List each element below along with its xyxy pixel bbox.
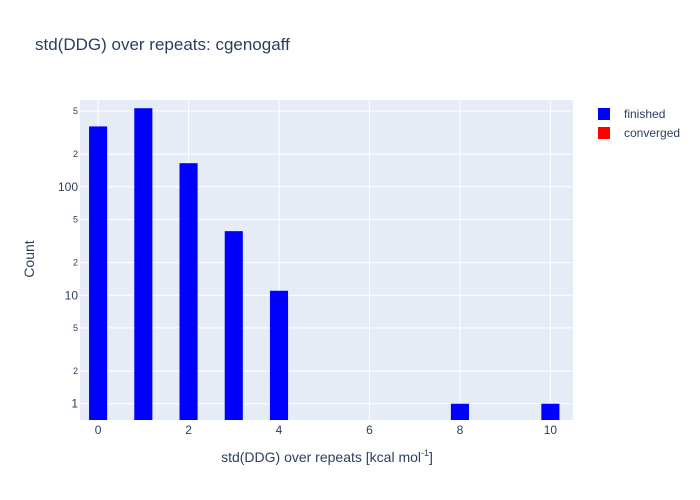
bar-finished[interactable]	[89, 126, 108, 420]
y-minor-tick-label: 2	[73, 149, 78, 159]
legend-label: converged	[624, 126, 680, 140]
legend-label: finished	[624, 107, 665, 121]
x-axis-title-superscript: -1	[421, 448, 429, 458]
bar-finished[interactable]	[224, 231, 243, 420]
bar-finished[interactable]	[134, 108, 153, 420]
chart-title: std(DDG) over repeats: cgenogaff	[35, 35, 290, 54]
x-tick-label: 6	[366, 423, 373, 437]
legend-item-finished[interactable]: finished	[598, 107, 665, 121]
plot-area: 1 10 100 2 5 2 5 2 5 0 2 4 6 8 10	[58, 100, 573, 437]
plot-background	[80, 100, 573, 420]
legend-swatch	[598, 108, 610, 120]
y-tick-label: 10	[65, 288, 79, 302]
y-tick-label: 1	[71, 397, 78, 411]
x-axis-title: std(DDG) over repeats [kcal mol-1]	[221, 448, 433, 465]
y-minor-tick-label: 5	[73, 214, 78, 224]
x-axis-title-suffix: ]	[429, 449, 433, 465]
legend[interactable]: finished converged	[598, 107, 680, 140]
y-minor-tick-label: 2	[73, 258, 78, 268]
x-tick-label: 0	[95, 423, 102, 437]
y-axis-ticks: 1 10 100 2 5 2 5 2 5	[58, 106, 78, 411]
y-minor-tick-label: 2	[73, 366, 78, 376]
y-minor-tick-label: 5	[73, 106, 78, 116]
bars	[89, 108, 560, 421]
y-tick-label: 100	[58, 180, 78, 194]
bar-finished[interactable]	[450, 403, 469, 420]
x-tick-label: 2	[185, 423, 192, 437]
bar-finished[interactable]	[269, 290, 289, 420]
y-axis-title: Count	[21, 240, 37, 277]
legend-item-converged[interactable]: converged	[598, 126, 680, 140]
x-tick-label: 4	[276, 423, 283, 437]
x-axis-title-main: std(DDG) over repeats [kcal mol	[221, 449, 421, 465]
x-tick-label: 10	[544, 423, 558, 437]
bar-finished[interactable]	[179, 163, 198, 421]
x-tick-label: 8	[457, 423, 464, 437]
bar-finished[interactable]	[541, 403, 560, 420]
legend-swatch	[598, 127, 610, 139]
y-minor-tick-label: 5	[73, 323, 78, 333]
x-axis-ticks: 0 2 4 6 8 10	[95, 423, 558, 437]
